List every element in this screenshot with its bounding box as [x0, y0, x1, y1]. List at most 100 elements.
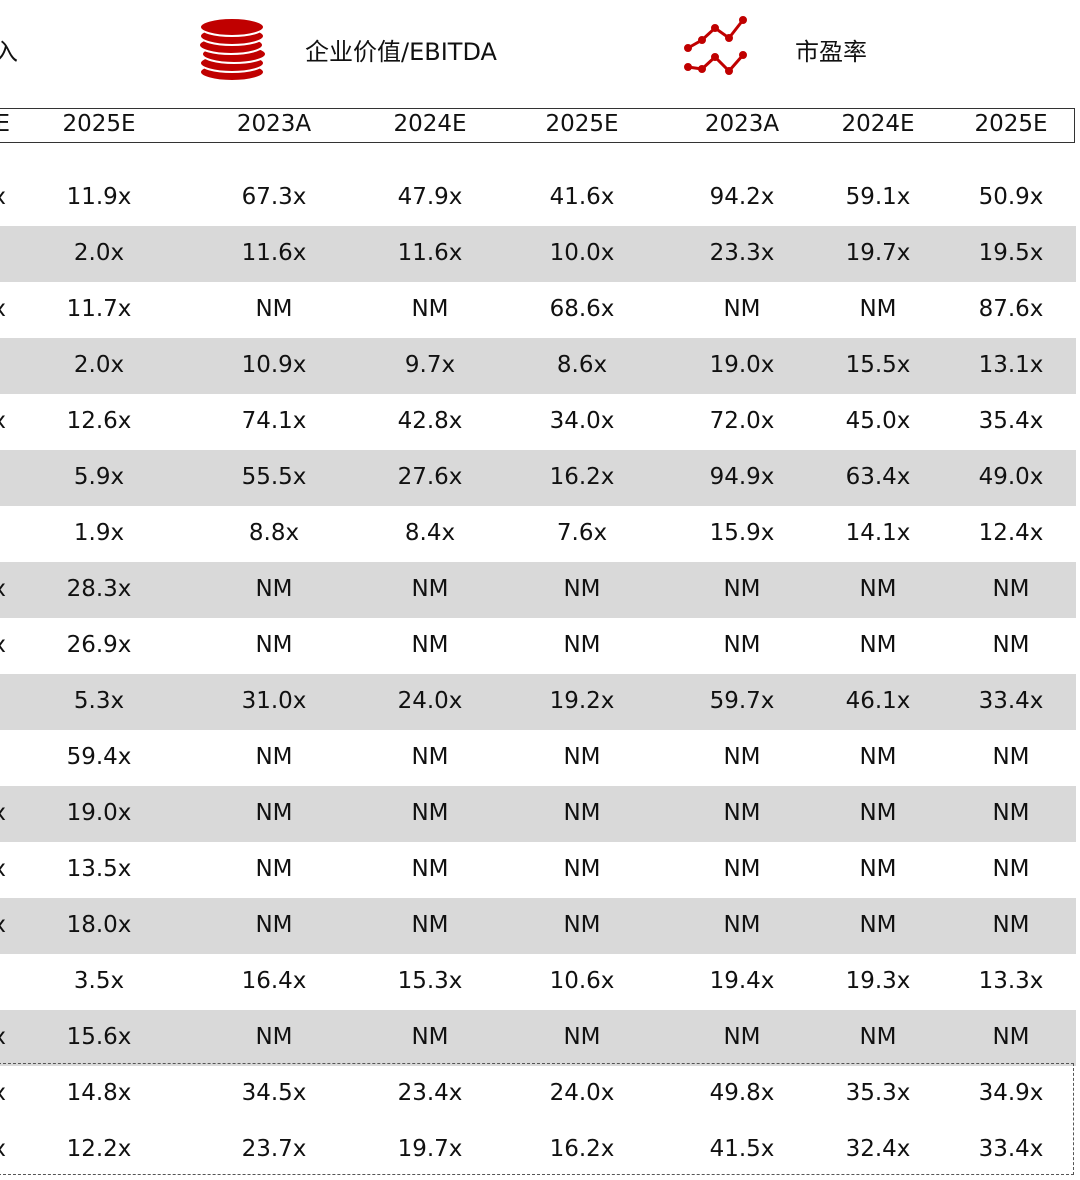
- table-cell: 16.4x: [241, 968, 307, 994]
- table-cell: 74.1x: [241, 408, 307, 434]
- table-cell: 41.6x: [549, 184, 615, 210]
- table-cell: 3.5x: [73, 968, 125, 994]
- table-cell: 16.2x: [549, 464, 615, 490]
- table-cell: 5.9x: [73, 464, 125, 490]
- table-cell: 10.6x: [549, 968, 615, 994]
- table-header: [0, 108, 1075, 143]
- table-cell: 14.1x: [845, 520, 911, 546]
- table-cell: NM: [411, 744, 449, 770]
- table-cell: NM: [859, 576, 897, 602]
- table-cell: NM: [859, 856, 897, 882]
- table-cell: 8.4x: [404, 520, 456, 546]
- table-cell: x: [0, 576, 6, 602]
- table-cell: NM: [723, 1024, 761, 1050]
- table-cell: x: [0, 800, 6, 826]
- table-cell: 2.0x: [73, 240, 125, 266]
- table-cell: 68.6x: [549, 296, 615, 322]
- table-cell: 23.4x: [397, 1080, 463, 1106]
- table-cell: 59.1x: [845, 184, 911, 210]
- table-cell: 19.3x: [845, 968, 911, 994]
- table-cell: NM: [411, 1024, 449, 1050]
- column-header: 2024E: [841, 111, 915, 137]
- table-cell: 11.6x: [241, 240, 307, 266]
- table-cell: 11.7x: [66, 296, 132, 322]
- table-cell: 13.1x: [978, 352, 1044, 378]
- table-cell: 5.3x: [73, 688, 125, 714]
- table-cell: 94.9x: [709, 464, 775, 490]
- table-cell: 41.5x: [709, 1136, 775, 1162]
- table-cell: 19.7x: [845, 240, 911, 266]
- column-header: 2025E: [974, 111, 1048, 137]
- table-cell: 47.9x: [397, 184, 463, 210]
- table-cell: 23.7x: [241, 1136, 307, 1162]
- table-cell: x: [0, 856, 6, 882]
- table-row: [0, 1010, 1076, 1066]
- summary-box: [0, 1063, 1074, 1175]
- table-cell: NM: [563, 856, 601, 882]
- table-cell: 19.0x: [709, 352, 775, 378]
- table-cell: NM: [859, 800, 897, 826]
- table-cell: NM: [723, 856, 761, 882]
- table-cell: 12.4x: [978, 520, 1044, 546]
- table-cell: 42.8x: [397, 408, 463, 434]
- table-row: [0, 786, 1076, 842]
- table-cell: 34.9x: [978, 1080, 1044, 1106]
- table-cell: NM: [992, 800, 1030, 826]
- column-header: 2025E: [545, 111, 619, 137]
- table-cell: 35.4x: [978, 408, 1044, 434]
- table-cell: NM: [859, 1024, 897, 1050]
- table-cell: 24.0x: [397, 688, 463, 714]
- table-cell: NM: [563, 632, 601, 658]
- table-cell: NM: [255, 576, 293, 602]
- table-cell: 24.0x: [549, 1080, 615, 1106]
- table-cell: 23.3x: [709, 240, 775, 266]
- table-cell: NM: [563, 800, 601, 826]
- table-cell: NM: [859, 296, 897, 322]
- table-cell: 15.3x: [397, 968, 463, 994]
- table-cell: 59.4x: [66, 744, 132, 770]
- table-cell: 2.0x: [73, 352, 125, 378]
- table-cell: 34.5x: [241, 1080, 307, 1106]
- legend-pe: 市盈率: [795, 38, 867, 66]
- column-header: 2023A: [236, 111, 312, 137]
- table-cell: 32.4x: [845, 1136, 911, 1162]
- table-cell: 13.3x: [978, 968, 1044, 994]
- table-cell: NM: [411, 856, 449, 882]
- table-row: [0, 898, 1076, 954]
- table-cell: NM: [859, 744, 897, 770]
- table-cell: 33.4x: [978, 688, 1044, 714]
- table-cell: 45.0x: [845, 408, 911, 434]
- table-cell: NM: [859, 632, 897, 658]
- table-row: [0, 450, 1076, 506]
- table-cell: NM: [723, 632, 761, 658]
- table-cell: 16.2x: [549, 1136, 615, 1162]
- table-row: [0, 674, 1076, 730]
- table-cell: 34.0x: [549, 408, 615, 434]
- table-cell: 19.0x: [66, 800, 132, 826]
- table-row: [0, 338, 1076, 394]
- table-cell: 59.7x: [709, 688, 775, 714]
- table-cell: NM: [255, 800, 293, 826]
- column-header: 2023A: [704, 111, 780, 137]
- table-cell: NM: [255, 296, 293, 322]
- table-cell: 19.4x: [709, 968, 775, 994]
- table-cell: NM: [411, 576, 449, 602]
- table-cell: NM: [255, 856, 293, 882]
- table-cell: x: [0, 296, 6, 322]
- table-cell: NM: [411, 632, 449, 658]
- table-cell: x: [0, 1136, 6, 1162]
- table-cell: NM: [411, 800, 449, 826]
- table-cell: NM: [992, 856, 1030, 882]
- table-cell: NM: [563, 1024, 601, 1050]
- table-cell: NM: [563, 912, 601, 938]
- table-cell: x: [0, 184, 6, 210]
- table-cell: 11.6x: [397, 240, 463, 266]
- table-cell: 94.2x: [709, 184, 775, 210]
- table-cell: NM: [992, 912, 1030, 938]
- column-header: 2025E: [62, 111, 136, 137]
- table-cell: 28.3x: [66, 576, 132, 602]
- table-cell: 49.8x: [709, 1080, 775, 1106]
- table-cell: 19.7x: [397, 1136, 463, 1162]
- table-cell: NM: [411, 296, 449, 322]
- legend-clipped-label: 入: [0, 38, 18, 66]
